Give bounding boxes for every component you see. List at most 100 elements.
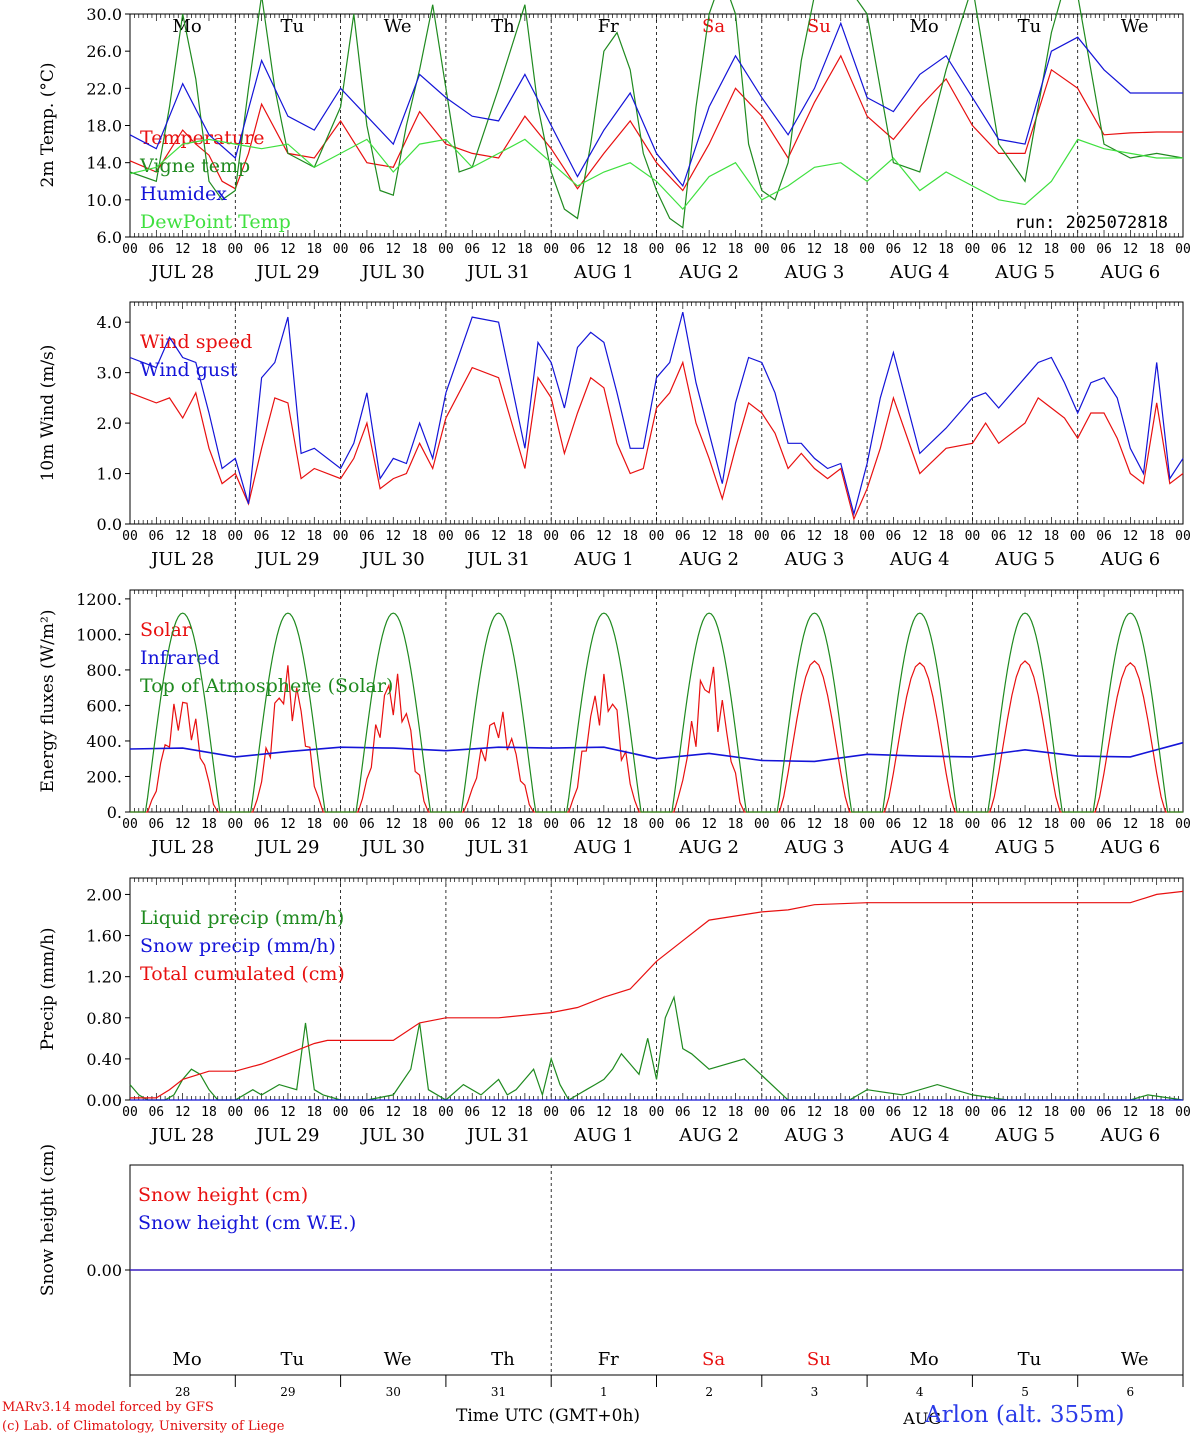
- day-number: 31: [491, 1385, 506, 1399]
- y-axis-label: 2m Temp. (°C): [38, 62, 58, 187]
- weekday-label: Tu: [281, 16, 305, 37]
- hour-label: 18: [306, 1105, 322, 1120]
- date-label: JUL 30: [360, 549, 425, 570]
- hour-label: 06: [464, 242, 480, 257]
- hour-label: 12: [596, 1105, 612, 1120]
- y-axis-label: Energy fluxes (W/m²): [38, 610, 58, 793]
- date-label: AUG 1: [573, 837, 634, 858]
- hour-label: 00: [965, 242, 981, 257]
- hour-label: 12: [385, 242, 401, 257]
- hour-label: 18: [622, 1105, 638, 1120]
- series-line-wind-1: [129, 311, 1184, 517]
- hour-label: 12: [701, 529, 717, 544]
- hour-label: 12: [280, 1105, 296, 1120]
- y-tick-label: 14.0: [86, 154, 122, 173]
- x-axis-title: Time UTC (GMT+0h): [456, 1406, 641, 1426]
- hour-label: 12: [175, 1105, 191, 1120]
- day-number: 4: [916, 1385, 924, 1399]
- hour-label: 06: [886, 817, 902, 832]
- hour-label: 00: [543, 242, 559, 257]
- hour-label: 18: [833, 529, 849, 544]
- hour-label: 12: [701, 817, 717, 832]
- hour-label: 00: [333, 1105, 349, 1120]
- hour-label: 18: [622, 529, 638, 544]
- hour-label: 12: [807, 242, 823, 257]
- day-number: 5: [1021, 1385, 1029, 1399]
- hour-label: 06: [991, 242, 1007, 257]
- hour-label: 18: [517, 817, 533, 832]
- legend-entry: Snow precip (mm/h): [140, 935, 336, 957]
- day-number: 6: [1127, 1385, 1135, 1399]
- hour-label: 12: [385, 1105, 401, 1120]
- weekday-label: Sa: [702, 1349, 725, 1370]
- hour-label: 06: [148, 1105, 164, 1120]
- legend-entry: Wind speed: [140, 331, 252, 353]
- hour-label: 18: [306, 242, 322, 257]
- hour-label: 06: [254, 817, 270, 832]
- hour-label: 12: [280, 242, 296, 257]
- date-label: AUG 1: [573, 1125, 634, 1146]
- weekday-label: Mo: [909, 16, 938, 37]
- date-label: AUG 5: [994, 549, 1055, 570]
- y-tick-label: 26.0: [86, 42, 122, 61]
- date-label: AUG 5: [994, 837, 1055, 858]
- hour-label: 12: [596, 817, 612, 832]
- weekday-label: Th: [491, 16, 515, 37]
- hour-label: 12: [807, 529, 823, 544]
- date-label: AUG 5: [994, 1125, 1055, 1146]
- legend-entry: Snow height (cm): [138, 1184, 308, 1206]
- hour-label: 00: [754, 529, 770, 544]
- weekday-label: Tu: [1018, 1349, 1042, 1370]
- hour-label: 06: [148, 529, 164, 544]
- legend-entry: Top of Atmosphere (Solar): [140, 675, 393, 697]
- hour-label: 06: [1096, 817, 1112, 832]
- hour-label: 12: [912, 1105, 928, 1120]
- hour-label: 06: [991, 1105, 1007, 1120]
- legend-entry: Total cumulated (cm): [140, 963, 345, 985]
- hour-label: 18: [938, 529, 954, 544]
- hour-label: 12: [701, 242, 717, 257]
- hour-label: 06: [148, 817, 164, 832]
- series-line-energy-1: [129, 741, 1184, 763]
- hour-label: 06: [675, 817, 691, 832]
- hour-label: 12: [596, 242, 612, 257]
- hour-label: 18: [1149, 1105, 1165, 1120]
- hour-label: 06: [886, 529, 902, 544]
- hour-label: 00: [754, 242, 770, 257]
- y-tick-label: 0.: [107, 803, 122, 822]
- date-label: JUL 28: [149, 262, 214, 283]
- weekday-label: Fr: [598, 16, 619, 37]
- date-label: JUL 30: [360, 1125, 425, 1146]
- hour-label: 06: [570, 1105, 586, 1120]
- date-label: AUG 6: [1099, 262, 1160, 283]
- hour-label: 06: [254, 529, 270, 544]
- date-label: JUL 28: [149, 1125, 214, 1146]
- weekday-label: We: [384, 1349, 412, 1370]
- y-tick-label: 400.: [86, 732, 122, 751]
- hour-label: 12: [175, 529, 191, 544]
- date-label: AUG 6: [1099, 1125, 1160, 1146]
- hour-label: 12: [912, 242, 928, 257]
- y-tick-label: 2.00: [86, 885, 122, 904]
- hour-label: 18: [1044, 1105, 1060, 1120]
- y-tick-label: 3.0: [97, 364, 122, 383]
- hour-label: 00: [227, 529, 243, 544]
- hour-label: 06: [780, 1105, 796, 1120]
- hour-label: 18: [1044, 817, 1060, 832]
- hour-label: 18: [201, 817, 217, 832]
- y-tick-label: 6.0: [97, 228, 122, 247]
- legend-entry: Infrared: [140, 647, 220, 669]
- y-tick-label: 1200.: [76, 590, 122, 609]
- date-label: JUL 28: [149, 549, 214, 570]
- hour-label: 00: [1175, 1105, 1191, 1120]
- y-tick-label: 600.: [86, 696, 122, 715]
- date-label: JUL 29: [254, 1125, 319, 1146]
- hour-label: 06: [464, 1105, 480, 1120]
- date-label: AUG 2: [678, 262, 739, 283]
- day-number: 28: [175, 1385, 190, 1399]
- y-tick-label: 0.00: [86, 1261, 122, 1280]
- hour-label: 00: [333, 529, 349, 544]
- y-tick-label: 0.0: [97, 515, 122, 534]
- hour-label: 18: [306, 529, 322, 544]
- hour-label: 18: [728, 817, 744, 832]
